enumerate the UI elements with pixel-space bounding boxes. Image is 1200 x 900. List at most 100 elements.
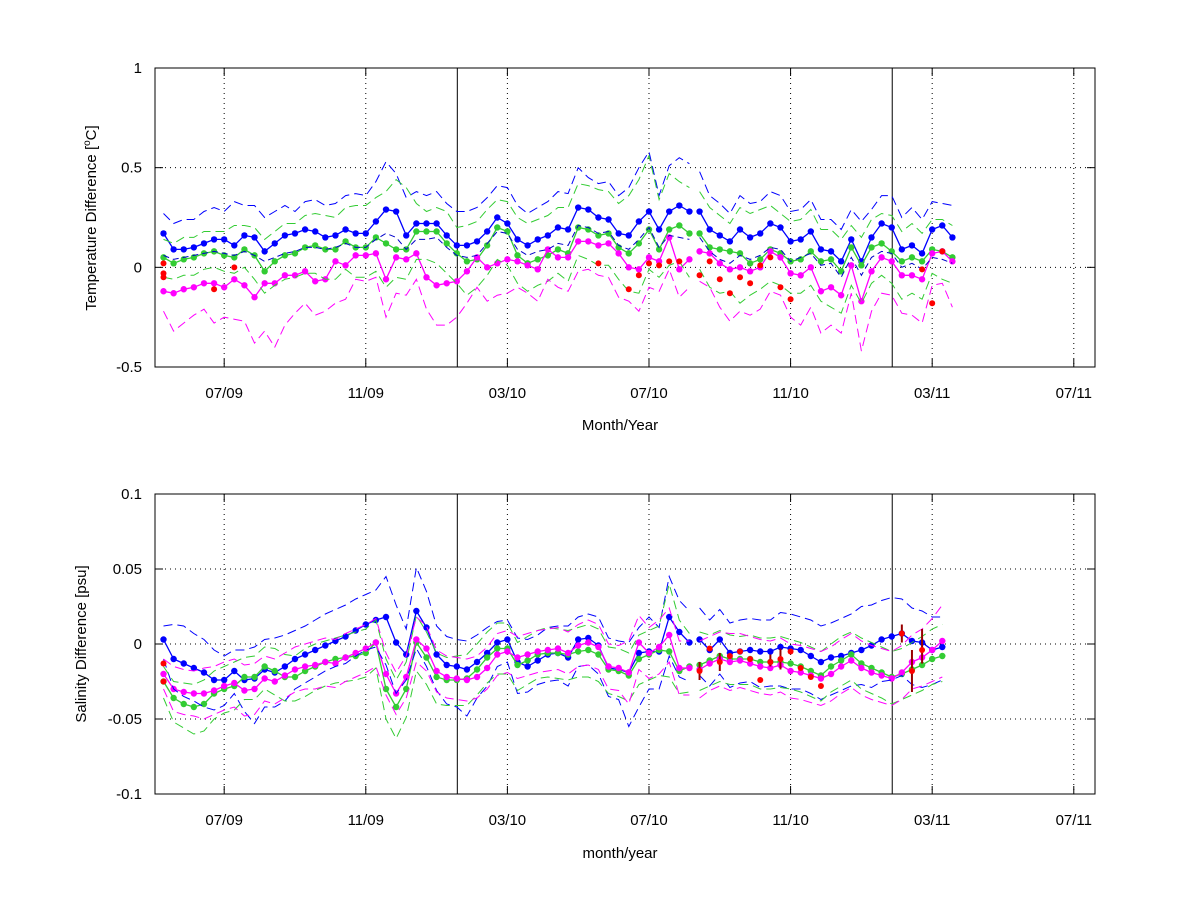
temperature-series-point bbox=[686, 256, 693, 263]
temperature-series-point bbox=[301, 244, 309, 251]
salinity-series-point bbox=[483, 664, 491, 672]
temperature-series-point bbox=[190, 284, 198, 291]
salinity-series-point bbox=[858, 664, 865, 672]
temperature-series-point bbox=[918, 276, 926, 283]
salinity-series-point bbox=[574, 642, 582, 649]
temperature-series-point bbox=[878, 240, 885, 247]
salinity-ytick-label: 0.05 bbox=[113, 561, 142, 578]
temperature-series-point bbox=[898, 272, 906, 279]
temperature-period-lines bbox=[456, 68, 893, 367]
salinity-series-point bbox=[666, 648, 673, 655]
salinity-period-lines bbox=[456, 494, 893, 794]
temperature-series-point bbox=[746, 234, 754, 241]
temperature-series-point bbox=[645, 254, 653, 261]
salinity-series-point bbox=[251, 685, 258, 693]
salinity-series-point bbox=[241, 687, 248, 694]
salinity-series-point bbox=[625, 669, 632, 676]
salinity-series-point bbox=[332, 655, 339, 663]
salinity-xtick-label: 11/09 bbox=[348, 812, 384, 829]
temperature-series-point bbox=[635, 240, 643, 247]
salinity-series-point bbox=[746, 646, 754, 654]
salinity-red-point bbox=[787, 648, 794, 655]
salinity-series-point bbox=[504, 648, 511, 655]
temperature-series-line bbox=[699, 171, 953, 231]
temperature-red-point bbox=[726, 290, 733, 297]
temperature-series-line bbox=[163, 154, 690, 244]
temperature-series-point bbox=[595, 232, 602, 239]
temperature-red-point bbox=[160, 274, 167, 281]
temperature-series-point bbox=[878, 220, 885, 227]
salinity-series-point bbox=[807, 667, 815, 675]
temperature-series-point bbox=[170, 260, 177, 267]
temperature-series-point bbox=[928, 250, 936, 257]
temperature-series-point bbox=[817, 246, 825, 253]
temperature-series-point bbox=[322, 246, 329, 253]
temperature-series-point bbox=[453, 242, 461, 249]
salinity-red-point bbox=[807, 674, 814, 680]
temperature-series-point bbox=[514, 252, 521, 259]
salinity-series-point bbox=[898, 669, 906, 676]
temperature-series-point bbox=[423, 220, 430, 227]
temperature-series-point bbox=[726, 266, 734, 273]
temperature-series-point bbox=[180, 256, 187, 263]
temperature-series-point bbox=[261, 248, 268, 255]
temperature-series-point bbox=[261, 280, 268, 287]
temperature-series-point bbox=[160, 254, 167, 261]
salinity-series bbox=[160, 565, 946, 740]
salinity-series-point bbox=[453, 675, 461, 682]
salinity-series-point bbox=[322, 658, 329, 666]
salinity-series-point bbox=[595, 643, 602, 651]
temperature-red-point bbox=[939, 248, 946, 255]
temperature-series-point bbox=[817, 258, 825, 265]
temperature-series-point bbox=[625, 232, 632, 239]
salinity-series-point bbox=[210, 676, 218, 684]
temperature-ytick-label: -0.5 bbox=[116, 359, 142, 376]
salinity-series-point bbox=[939, 643, 946, 651]
temperature-series-point bbox=[564, 226, 572, 233]
temperature-red-point bbox=[737, 274, 744, 281]
temperature-series-point bbox=[433, 228, 440, 235]
temperature-series-point bbox=[767, 248, 774, 255]
salinity-xtick-label: 03/10 bbox=[489, 812, 527, 829]
temperature-series-point bbox=[848, 236, 855, 243]
salinity-red-point bbox=[160, 660, 167, 667]
temperature-series-point bbox=[180, 286, 187, 293]
temperature-series-point bbox=[423, 228, 430, 235]
temperature-series-point bbox=[837, 292, 845, 299]
salinity-series-line bbox=[699, 676, 943, 707]
temperature-series-point bbox=[817, 288, 825, 295]
salinity-series-point bbox=[392, 703, 400, 711]
salinity-series-point bbox=[777, 643, 784, 651]
temperature-series-point bbox=[514, 236, 521, 243]
temperature-series-point bbox=[736, 264, 744, 271]
temperature-series-point bbox=[848, 244, 855, 251]
temperature-series-point bbox=[706, 244, 713, 251]
salinity-series-point bbox=[615, 664, 622, 672]
temperature-series-point bbox=[231, 276, 238, 283]
temperature-series-point bbox=[908, 254, 916, 261]
salinity-series-point bbox=[868, 669, 875, 676]
temperature-series-point bbox=[625, 264, 632, 271]
salinity-series-point bbox=[483, 649, 491, 657]
salinity-series-point bbox=[676, 628, 683, 636]
salinity-series-point bbox=[271, 667, 278, 675]
salinity-series-point bbox=[706, 660, 713, 667]
salinity-series-point bbox=[746, 660, 754, 667]
temperature-series-point bbox=[807, 264, 815, 271]
temperature-series-point bbox=[332, 258, 339, 265]
temperature-series-point bbox=[483, 264, 491, 271]
temperature-series-point bbox=[504, 220, 511, 227]
salinity-ytick-label: -0.05 bbox=[108, 711, 142, 728]
temperature-red-point bbox=[645, 260, 652, 267]
salinity-series-point bbox=[928, 646, 936, 654]
temperature-series-point bbox=[271, 258, 278, 265]
salinity-red-point bbox=[797, 665, 804, 671]
salinity-series-line bbox=[163, 565, 690, 657]
salinity-series-point bbox=[362, 649, 369, 657]
salinity-series-point bbox=[220, 676, 228, 684]
temperature-series-point bbox=[494, 224, 501, 231]
temperature-series-point bbox=[271, 240, 278, 247]
salinity-series-point bbox=[291, 673, 299, 681]
salinity-series-point bbox=[686, 639, 693, 646]
temperature-series-point bbox=[332, 246, 339, 253]
